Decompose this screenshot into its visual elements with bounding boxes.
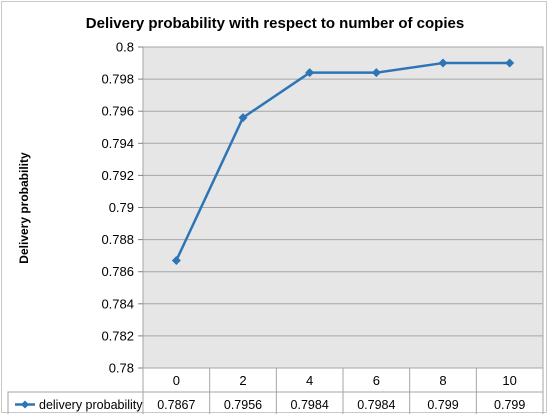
data-point (505, 58, 515, 68)
table-value-cell: 0.7956 (224, 398, 262, 412)
legend-marker-swatch (21, 400, 29, 409)
y-axis-ticks: 0.78 0.782 0.784 0.786 0.788 0.79 0.792 0.794 0.… (101, 40, 143, 376)
y-tick-label: 0.796 (101, 104, 134, 119)
y-tick-label: 0.798 (101, 72, 134, 87)
x-tick-label: 8 (439, 373, 446, 388)
data-point (438, 58, 448, 68)
chart-title: Delivery probability with respect to num… (86, 15, 464, 32)
legend-entry: delivery probability (39, 398, 143, 412)
table-value-cell: 0.7984 (291, 398, 329, 412)
y-tick-label: 0.786 (101, 264, 134, 279)
y-tick-label: 0.784 (101, 296, 134, 311)
data-point (238, 113, 248, 123)
data-point (371, 68, 381, 78)
data-point (171, 255, 181, 265)
table-value-row (7, 391, 544, 414)
y-tick-label: 0.792 (101, 168, 134, 183)
series-line (175, 61, 510, 261)
x-tick-label: 10 (502, 373, 516, 388)
data-table: 0 2 4 6 8 10 0.7867 0.7956 0.7984 0.7984 0.799 0.79… (7, 368, 544, 414)
table-value-cell: 0.799 (427, 398, 458, 412)
x-tick-label: 6 (373, 373, 380, 388)
y-tick-label: 0.78 (109, 361, 134, 376)
table-value-cell: 0.799 (494, 398, 525, 412)
y-axis-label: Delivery probability (17, 152, 31, 264)
x-tick-label: 2 (239, 373, 246, 388)
y-tick-label: 0.794 (101, 136, 134, 151)
y-tick-label: 0.79 (109, 200, 134, 215)
y-tick-label: 0.788 (101, 232, 134, 247)
y-tick-label: 0.8 (116, 40, 134, 55)
table-value-cell: 0.7867 (157, 398, 195, 412)
x-tick-label: 4 (306, 373, 313, 388)
data-point (305, 68, 315, 78)
series-delivery-probability (171, 58, 515, 265)
x-tick-label: 0 (173, 373, 180, 388)
table-value-cell: 0.7984 (357, 398, 395, 412)
y-tick-label: 0.782 (101, 328, 134, 343)
